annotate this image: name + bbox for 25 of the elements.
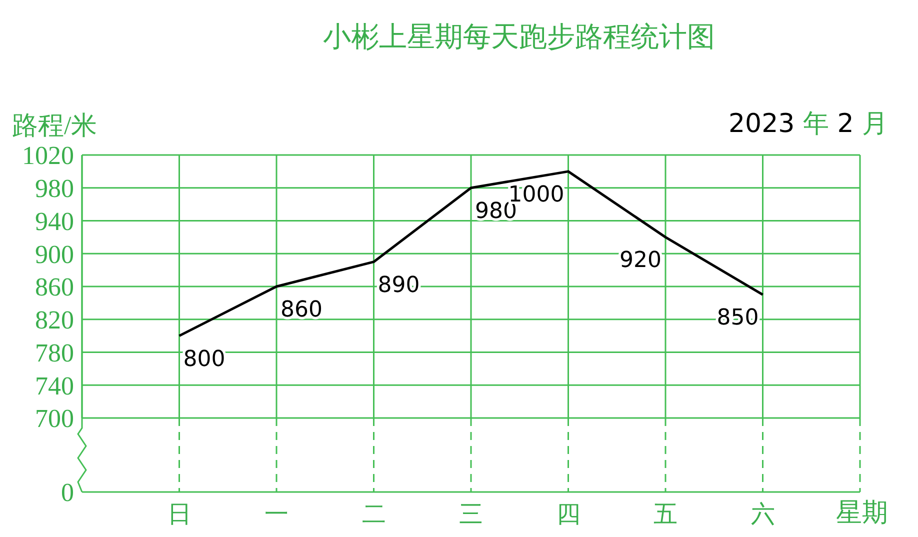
y-tick-label: 900 <box>35 240 74 269</box>
y-tick-label: 700 <box>35 404 74 434</box>
x-axis-title: 星期 <box>836 498 888 527</box>
chart-title: 小彬上星期每天跑步路程统计图 <box>322 19 716 55</box>
x-tick-label: 三 <box>459 502 483 528</box>
x-tick-label: 二 <box>362 502 386 528</box>
data-label: 800 <box>183 346 226 372</box>
y-tick-label: 780 <box>35 338 74 368</box>
y-tick-label: 940 <box>35 206 74 236</box>
y-axis-title: 路程/米 <box>12 110 98 142</box>
y-tick-label: 1020 <box>22 141 74 170</box>
data-label: 920 <box>620 248 662 274</box>
line-series <box>178 170 764 338</box>
y-tick-label: 980 <box>35 174 74 204</box>
data-label: 860 <box>280 298 322 322</box>
chart-subtitle: 2023 年 2 月 <box>728 109 888 139</box>
x-tick-label: 六 <box>750 501 775 528</box>
x-tick-label: 日 <box>167 502 192 528</box>
x-tick-label: 四 <box>556 502 580 528</box>
x-tick-label: 一 <box>264 502 288 528</box>
text: 0 <box>61 478 74 507</box>
y-tick-label: 740 <box>35 371 74 400</box>
y-tick-label: 820 <box>35 306 74 335</box>
x-tick-label: 五 <box>654 502 678 528</box>
y-tick-label: 860 <box>35 272 74 302</box>
